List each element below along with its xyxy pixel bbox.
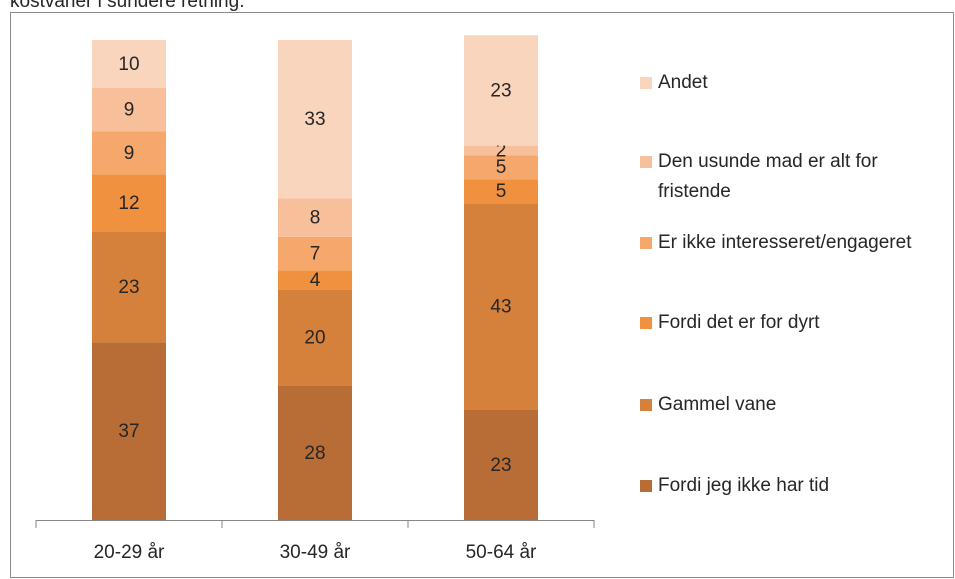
legend-entry: Fordi det er for dyrt xyxy=(640,308,950,338)
bar-segment xyxy=(278,270,352,290)
legend-swatch xyxy=(640,77,652,89)
data-label: 5 xyxy=(496,157,507,178)
bar-segment xyxy=(464,35,538,146)
legend-swatch xyxy=(640,156,652,168)
chart-title: kostvaner i sundere retning. xyxy=(10,0,244,12)
data-label: 23 xyxy=(118,277,139,298)
legend-entry: Gammel vane xyxy=(640,390,950,420)
bar-segment xyxy=(92,40,166,88)
bar-segment xyxy=(464,145,538,156)
bar-segment xyxy=(464,409,538,520)
legend-entry: Den usunde mad er alt for fristende xyxy=(640,147,950,207)
bar-segment xyxy=(92,232,166,343)
data-label: 4 xyxy=(310,270,321,291)
legend-label: Den usunde mad er alt for fristende xyxy=(658,151,878,202)
data-label: 23 xyxy=(490,80,511,101)
data-label: 37 xyxy=(118,421,139,442)
legend-swatch xyxy=(640,399,652,411)
legend-label: Fordi jeg ikke har tid xyxy=(658,475,830,496)
bar-segment xyxy=(464,179,538,204)
bar-segment xyxy=(92,174,166,232)
x-tick-label: 50-64 år xyxy=(466,542,537,563)
legend-label: Fordi det er for dyrt xyxy=(658,312,820,333)
bar-segment xyxy=(92,88,166,132)
data-label: 33 xyxy=(304,109,325,130)
bar-segment xyxy=(278,385,352,520)
data-label: 10 xyxy=(118,54,139,75)
data-label: 12 xyxy=(118,193,139,214)
data-label: 20 xyxy=(304,328,325,349)
legend-label: Er ikke interesseret/engageret xyxy=(658,232,912,253)
bar-segment xyxy=(92,342,166,520)
data-label: 28 xyxy=(304,443,325,464)
data-label: 2 xyxy=(496,140,507,161)
data-label: 23 xyxy=(490,455,511,476)
legend-swatch xyxy=(640,480,652,492)
bar-segment xyxy=(278,289,352,386)
x-tick-label: 20-29 år xyxy=(94,542,165,563)
data-label: 9 xyxy=(124,143,135,164)
legend-label: Gammel vane xyxy=(658,394,777,415)
legend-entry: Andet xyxy=(640,68,950,98)
data-label: 5 xyxy=(496,181,507,202)
legend-swatch xyxy=(640,317,652,329)
chart-border xyxy=(10,12,954,578)
legend-entry: Fordi jeg ikke har tid xyxy=(640,471,950,501)
data-label: 9 xyxy=(124,100,135,121)
bar-segment xyxy=(464,155,538,180)
bar-segment xyxy=(92,131,166,175)
bar-segment xyxy=(278,40,352,199)
bar-segment xyxy=(278,198,352,237)
data-label: 43 xyxy=(490,296,511,317)
legend-label: Andet xyxy=(658,72,708,93)
legend-swatch xyxy=(640,237,652,249)
data-label: 7 xyxy=(310,244,321,265)
bar-segment xyxy=(464,203,538,410)
x-tick-label: 30-49 år xyxy=(280,542,351,563)
legend-entry: Er ikke interesseret/engageret xyxy=(640,228,950,258)
bar-segment xyxy=(278,236,352,271)
data-label: 8 xyxy=(310,208,321,229)
